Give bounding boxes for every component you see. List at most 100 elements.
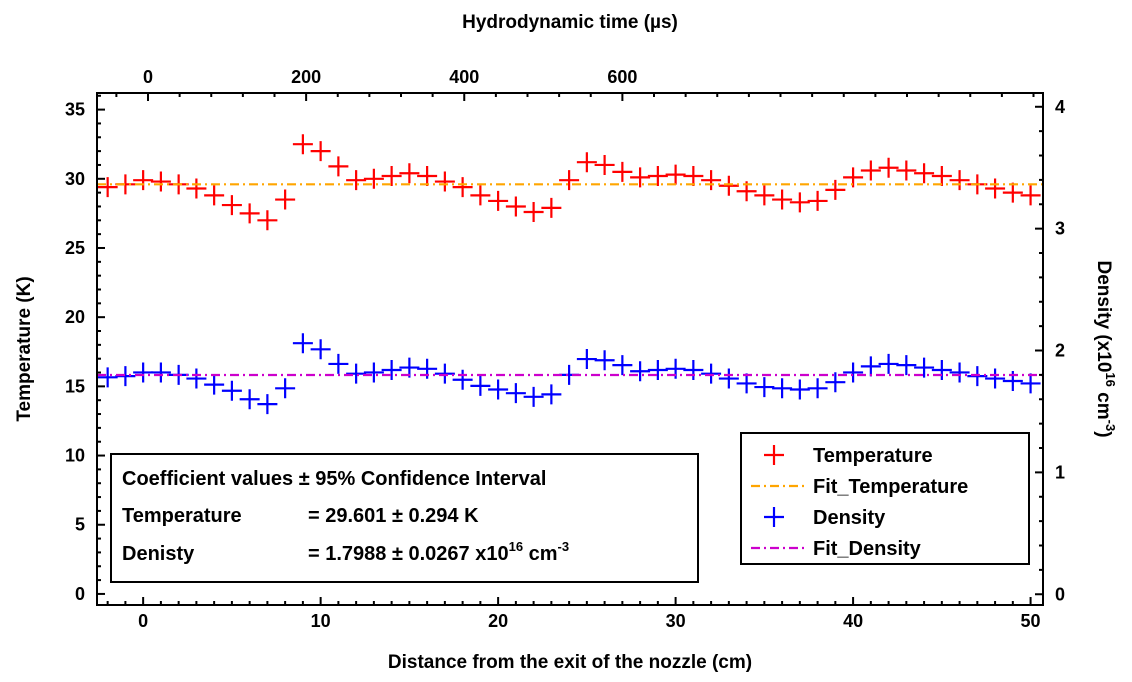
temperature-point	[292, 134, 313, 155]
temperature-point	[434, 171, 455, 192]
temperature-point	[399, 163, 420, 184]
temperature-point	[683, 166, 704, 187]
density-point	[736, 373, 757, 394]
density-point	[914, 357, 935, 378]
top-tick-label: 600	[607, 67, 637, 87]
temperature-point	[97, 177, 118, 198]
temperature-point	[718, 175, 739, 196]
temperature-point	[150, 171, 171, 192]
y-axis-title: Temperature (K)	[14, 276, 35, 421]
density-point	[204, 374, 225, 395]
y-tick-label: 20	[65, 307, 85, 327]
density-point	[754, 377, 775, 398]
density-point	[1020, 373, 1041, 394]
density-point	[931, 360, 952, 381]
legend: Temperature Fit_Temperature Density Fit_…	[740, 432, 1030, 565]
density-point	[346, 363, 367, 384]
annotation-title: Coefficient values ± 95% Confidence Inte…	[122, 468, 546, 490]
y-tick-label: 35	[65, 100, 85, 120]
temperature-point	[949, 170, 970, 191]
density-point	[843, 362, 864, 383]
temperature-point	[346, 170, 367, 191]
y-tick-label: 25	[65, 238, 85, 258]
density-point	[896, 355, 917, 376]
x-tick-label: 40	[843, 611, 863, 631]
top-tick-label: 0	[143, 67, 153, 87]
annotation-row2-value: = 1.7988 ± 0.0267 x1016 cm-3	[308, 539, 569, 565]
right-axis-title: Density (x1016 cm-3)	[1093, 260, 1118, 437]
density-point	[772, 378, 793, 399]
x-tick-label: 0	[138, 611, 148, 631]
right-tick-label: 4	[1055, 97, 1065, 117]
temperature-point	[612, 161, 633, 182]
top-tick-label: 200	[291, 67, 321, 87]
y-tick-label: 10	[65, 446, 85, 466]
x-axis-title: Distance from the exit of the nozzle (cm…	[388, 652, 752, 673]
temperature-point	[470, 185, 491, 206]
annotation-row1-value: = 29.601 ± 0.294 K	[308, 505, 479, 527]
density-point	[470, 375, 491, 396]
density-point	[239, 389, 260, 410]
density-point	[363, 362, 384, 383]
top-tick-label: 400	[449, 67, 479, 87]
temperature-point	[505, 196, 526, 217]
temperature-point	[647, 166, 668, 187]
axis-ticks: 0 10 20 30 40 50 0 200 400 600 0 5 10 15 20 25 30 35 0 1 2 3 4	[65, 67, 1065, 631]
temperature-point	[931, 166, 952, 187]
density-point	[434, 363, 455, 384]
density-point	[186, 368, 207, 389]
coefficient-annotation-box: Coefficient values ± 95% Confidence Inte…	[110, 453, 699, 583]
temperature-point	[914, 163, 935, 184]
legend-label-density: Density	[813, 507, 886, 529]
y-tick-label: 30	[65, 169, 85, 189]
density-point	[221, 380, 242, 401]
density-point	[505, 383, 526, 404]
density-point	[381, 360, 402, 381]
density-point	[612, 355, 633, 376]
density-point	[488, 379, 509, 400]
density-point	[275, 378, 296, 399]
temperature-point	[630, 167, 651, 188]
temperature-point	[488, 190, 509, 211]
temperature-point	[523, 202, 544, 223]
temperature-point	[133, 170, 154, 191]
temperature-point	[310, 141, 331, 162]
temperature-point	[363, 168, 384, 189]
top-axis-title: Hydrodynamic time (µs)	[462, 12, 678, 33]
temperature-point	[789, 192, 810, 213]
legend-label-fit-density: Fit_Density	[813, 538, 922, 560]
temperature-point	[701, 170, 722, 191]
temperature-point	[275, 189, 296, 210]
density-point	[452, 369, 473, 390]
density-point	[541, 384, 562, 405]
density-point	[985, 368, 1006, 389]
temperature-point	[1002, 182, 1023, 203]
temperature-point	[594, 154, 615, 175]
temperature-point	[896, 160, 917, 181]
density-point	[789, 379, 810, 400]
x-tick-label: 50	[1021, 611, 1041, 631]
y-tick-label: 15	[65, 376, 85, 396]
temperature-point	[257, 210, 278, 231]
density-point	[718, 368, 739, 389]
density-point	[949, 362, 970, 383]
density-point	[133, 362, 154, 383]
temperature-point	[328, 156, 349, 177]
temperature-point	[381, 166, 402, 187]
density-point	[292, 333, 313, 354]
density-point	[97, 367, 118, 388]
density-point	[257, 394, 278, 415]
legend-label-temperature: Temperature	[813, 445, 933, 467]
x-tick-label: 30	[666, 611, 686, 631]
density-point	[647, 360, 668, 381]
annotation-row1-label: Temperature	[122, 505, 242, 527]
density-point	[701, 363, 722, 384]
right-tick-label: 3	[1055, 219, 1065, 239]
density-point	[683, 360, 704, 381]
temperature-point	[417, 166, 438, 187]
temperature-point	[239, 203, 260, 224]
temperature-point	[665, 164, 686, 185]
density-point	[825, 372, 846, 393]
density-point	[328, 353, 349, 374]
